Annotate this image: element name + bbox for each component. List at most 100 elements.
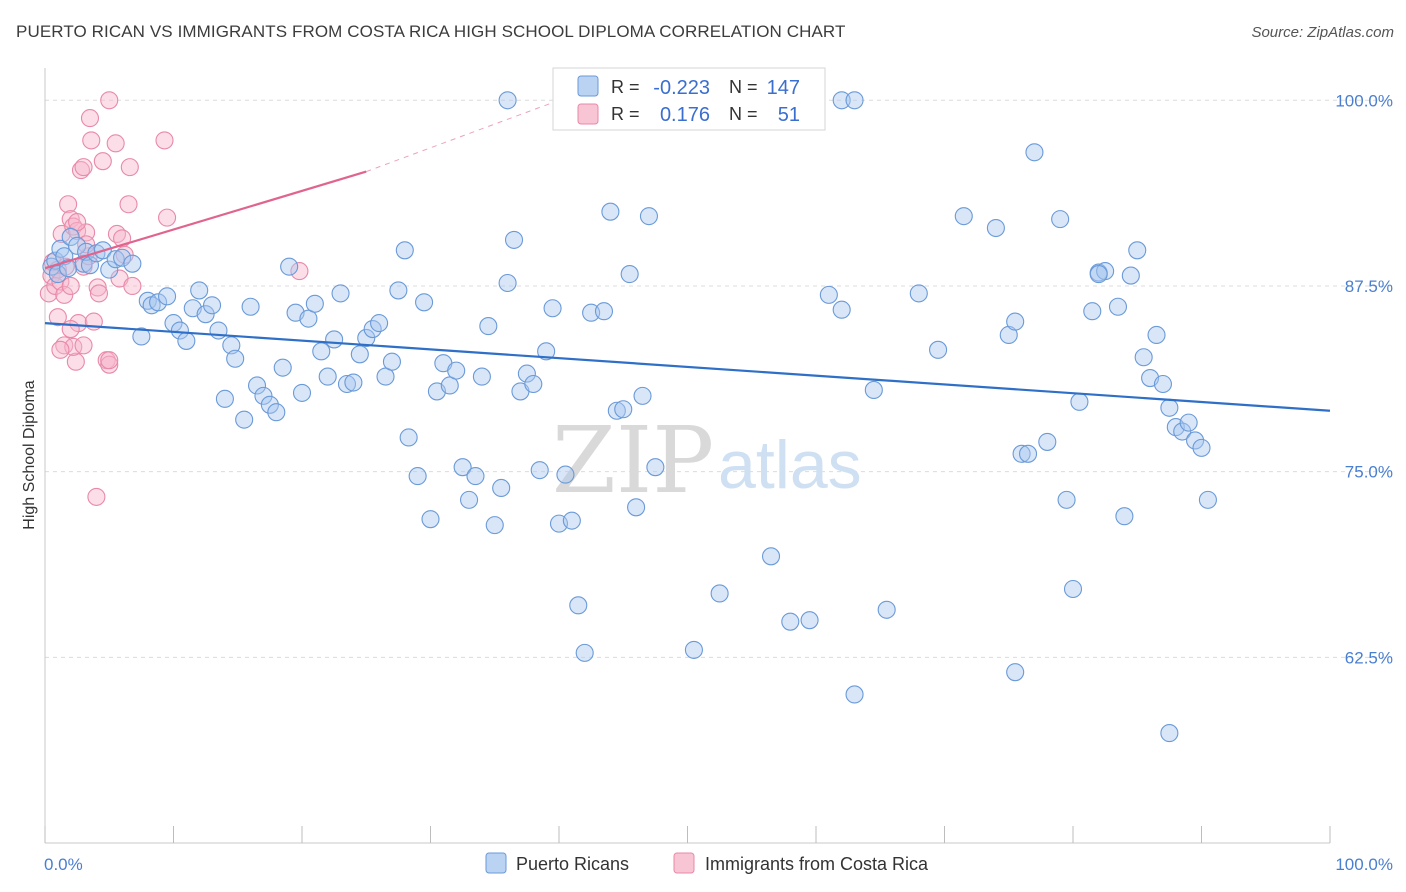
scatter-point — [498, 91, 517, 110]
scatter-point — [627, 498, 646, 517]
scatter-point — [909, 284, 928, 303]
scatter-point — [74, 254, 93, 273]
series-immigrants-from-costa-rica — [39, 91, 309, 506]
scatter-point — [325, 330, 344, 349]
scatter-point — [1128, 241, 1147, 260]
scatter-point — [344, 373, 363, 392]
scatter-point — [123, 254, 142, 273]
series-legend: Puerto Ricans Immigrants from Costa Rica — [485, 852, 929, 874]
scatter-point — [845, 685, 864, 704]
scatter-point — [1198, 490, 1217, 509]
scatter-point — [337, 374, 357, 394]
scatter-point — [492, 478, 511, 498]
scatter-point — [1063, 579, 1083, 599]
correlation-legend: R = -0.223 N = 147 R = 0.176 N = 51 — [552, 67, 826, 131]
scatter-point — [1025, 143, 1044, 162]
scatter-point — [543, 299, 562, 318]
scatter-point — [88, 278, 107, 297]
scatter-point — [1121, 266, 1140, 285]
scatter-point — [267, 403, 286, 422]
scatter-point — [312, 342, 331, 361]
scatter-point — [761, 547, 781, 566]
legend-r-label: R = — [611, 104, 640, 124]
scatter-point — [55, 285, 74, 304]
scatter-point — [620, 265, 639, 284]
scatter-point — [113, 248, 132, 267]
scatter-point — [382, 352, 402, 371]
scatter-point — [781, 612, 800, 631]
series-puerto-ricans — [42, 91, 1217, 743]
scatter-point — [331, 284, 350, 303]
legend-n-value-pink: 51 — [778, 104, 800, 126]
scatter-point — [1006, 663, 1025, 682]
scatter-point — [215, 389, 234, 408]
scatter-point — [399, 428, 418, 447]
legend-n-label: N = — [729, 77, 758, 97]
scatter-point — [209, 321, 228, 340]
scatter-point — [260, 395, 279, 414]
scatter-point — [1006, 312, 1025, 331]
scatter-point — [556, 465, 575, 484]
scatter-point — [87, 487, 106, 506]
watermark-atlas: atlas — [718, 427, 862, 503]
scatter-point — [100, 260, 119, 279]
scatter-point — [614, 400, 633, 419]
scatter-point — [68, 236, 87, 255]
scatter-point — [59, 195, 78, 214]
scatter-point — [155, 131, 174, 150]
scatter-point — [1192, 438, 1211, 457]
scatter-point — [408, 467, 427, 486]
y-axis-title: High School Diploma — [21, 380, 38, 530]
scatter-point — [575, 643, 594, 662]
scatter-point — [190, 281, 209, 300]
scatter-point — [1153, 374, 1172, 394]
scatter-point — [235, 410, 254, 429]
scatter-point — [1186, 431, 1205, 450]
legend-swatch-immigrants-from-costa-rica — [673, 852, 695, 874]
scatter-point — [74, 336, 93, 355]
scatter-point — [1089, 265, 1108, 284]
scatter-point — [100, 91, 119, 110]
scatter-point — [530, 461, 549, 480]
scatter-point — [290, 262, 309, 281]
scatter-point — [710, 584, 729, 603]
scatter-point — [177, 331, 196, 350]
x-tick-label-min: 0.0% — [44, 855, 83, 874]
scatter-point — [453, 458, 472, 477]
scatter-point — [120, 158, 139, 177]
scatter-point — [74, 158, 93, 177]
scatter-point — [524, 374, 543, 394]
scatter-point — [594, 302, 614, 321]
axes — [44, 68, 1331, 844]
legend-label-puerto-ricans: Puerto Ricans — [516, 854, 629, 874]
scatter-point — [395, 241, 414, 260]
scatter-point — [929, 340, 948, 359]
scatter-point — [1173, 422, 1192, 441]
scatter-point — [158, 287, 177, 306]
x-tick-labels: 0.0% 100.0% — [44, 855, 1393, 874]
y-tick-label: 75.0% — [1345, 463, 1393, 482]
scatter-point — [459, 490, 479, 509]
scatter-point — [986, 218, 1005, 238]
scatter-point — [633, 386, 652, 405]
scatter-point — [61, 276, 80, 296]
scatter-point — [832, 300, 851, 319]
scatter-point — [196, 305, 215, 324]
scatter-point — [1038, 432, 1057, 451]
legend-n-value-blue: 147 — [767, 77, 800, 99]
scatter-point — [569, 596, 588, 615]
scatter-point — [607, 401, 626, 420]
scatter-point — [504, 230, 524, 249]
y-tick-labels: 62.5% 75.0% 87.5% 100.0% — [1335, 91, 1393, 667]
scatter-point — [226, 349, 245, 368]
scatter-point — [646, 458, 665, 477]
scatter-point — [247, 376, 267, 395]
scatter-point — [280, 257, 299, 276]
scatter-point — [305, 294, 324, 313]
scatter-point — [149, 293, 168, 312]
scatter-point — [954, 207, 973, 226]
scatter-point — [48, 308, 67, 327]
scatter-point — [350, 345, 369, 364]
scatter-point — [106, 134, 125, 153]
scatter-point — [77, 235, 96, 254]
